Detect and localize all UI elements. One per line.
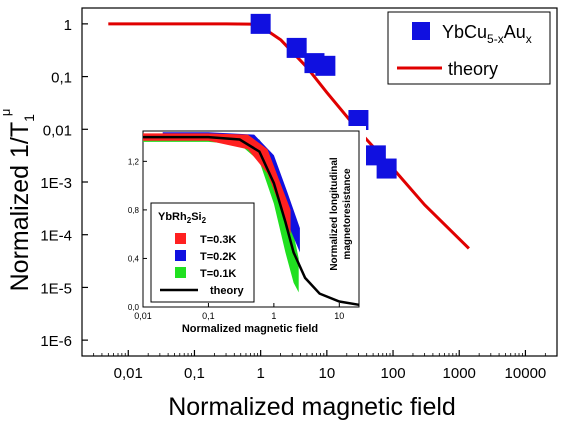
inset-legend: YbRh2Si2 T=0.3K T=0.2K T=0.1K theory [150, 202, 255, 303]
main-legend-label-theory: theory [448, 59, 498, 79]
inset-y-tick-label-3: 1,2 [128, 157, 140, 166]
inset-chart: 0,01 0,1 1 10 0,0 0,4 0,8 1,2 Normalized magne… [118, 126, 366, 341]
main-x-tick-label-2: 1 [256, 365, 264, 382]
main-legend-label-au: Au [504, 22, 526, 42]
inset-legend-label-02k: T=0.2K [200, 251, 236, 263]
main-y-axis-label: Normalized 1/T1μ [0, 109, 37, 292]
main-x-tick-label-1: 0,1 [184, 365, 205, 382]
main-x-tick-label-0: 0,01 [114, 365, 143, 382]
main-y-axis-label-text: Normalized 1/T [6, 122, 34, 292]
main-x-tick-label-5: 1000 [443, 365, 476, 382]
inset-y-axis-label-line1: Normalized longitudinal [329, 157, 340, 271]
inset-y-axis-label-line2: magnetoresistance [342, 168, 353, 260]
inset-legend-title-sub2: 2 [202, 216, 207, 225]
main-series-group [108, 13, 470, 250]
inset-legend-label-theory: theory [210, 285, 245, 297]
inset-y-tick-label-2: 0,8 [128, 206, 140, 215]
inset-x-tick-label-0: 0,01 [134, 311, 152, 321]
inset-y-tick-label-0: 0,0 [128, 303, 140, 312]
inset-legend-label-01k: T=0.1K [200, 268, 236, 280]
inset-legend-swatch-01k [175, 267, 186, 278]
main-x-tick-label-4: 100 [381, 365, 406, 382]
main-y-tick-label-0: 1 [64, 17, 72, 34]
main-y-axis-label-sup: μ [0, 109, 13, 117]
main-data-point-3 [315, 55, 336, 76]
inset-legend-title-si: Si [191, 211, 201, 223]
main-legend-marker-square [412, 22, 430, 40]
main-y-tick-label-5: 1E-5 [40, 280, 72, 297]
main-legend-label-ybcu: YbCu [442, 22, 487, 42]
main-x-axis-label: Normalized magnetic field [168, 393, 456, 421]
main-y-tick-label-2: 0,01 [43, 122, 72, 139]
main-legend-label-sub2: x [526, 32, 532, 46]
inset-legend-title-ybrh: YbRh [158, 211, 187, 223]
main-y-tick-label-3: 1E-3 [40, 175, 72, 192]
main-y-axis: 1 0,1 0,01 1E-3 1E-4 1E-5 1E-6 [40, 17, 88, 350]
main-y-tick-label-4: 1E-4 [40, 228, 72, 245]
main-legend-label-ybcuau: YbCu5-xAux [442, 22, 532, 46]
inset-theory-line [143, 135, 360, 307]
main-data-point-0 [250, 13, 271, 34]
main-y-tick-label-6: 1E-6 [40, 333, 72, 350]
main-data-point-4 [348, 110, 369, 131]
inset-x-tick-label-3: 10 [334, 311, 344, 321]
main-legend-label-sub1: 5-x [487, 32, 504, 46]
main-data-point-6 [376, 158, 397, 179]
main-chart: 0,01 0,1 1 10 100 1000 10000 10,10,011E-31E-41… [0, 7, 558, 421]
inset-legend-title: YbRh2Si2 [158, 211, 207, 225]
inset-y-tick-label-1: 0,4 [128, 254, 140, 263]
main-legend: YbCu5-xAux theory [387, 11, 551, 85]
inset-x-tick-label-1: 0,1 [202, 311, 215, 321]
inset-x-axis: 0,01 0,1 1 10 [134, 303, 344, 321]
inset-legend-label-03k: T=0.3K [200, 234, 236, 246]
main-y-axis-label-sub: 1 [21, 114, 37, 122]
inset-y-axis: 0,0 0,4 0,8 1,2 [128, 157, 147, 312]
main-data-point-1 [286, 37, 307, 58]
inset-x-tick-label-2: 1 [271, 311, 276, 321]
inset-legend-frame [150, 202, 255, 303]
inset-legend-title-sub1: 2 [187, 216, 192, 225]
inset-legend-swatch-02k [175, 250, 186, 261]
main-x-axis: 0,01 0,1 1 10 100 1000 10000 [81, 350, 558, 382]
inset-legend-swatch-03k [175, 233, 186, 244]
inset-series-group [143, 132, 360, 307]
main-y-tick-label-1: 0,1 [51, 70, 72, 87]
main-x-tick-label-3: 10 [318, 365, 335, 382]
main-x-tick-label-6: 10000 [505, 365, 547, 382]
inset-x-axis-label: Normalized magnetic field [182, 323, 318, 335]
